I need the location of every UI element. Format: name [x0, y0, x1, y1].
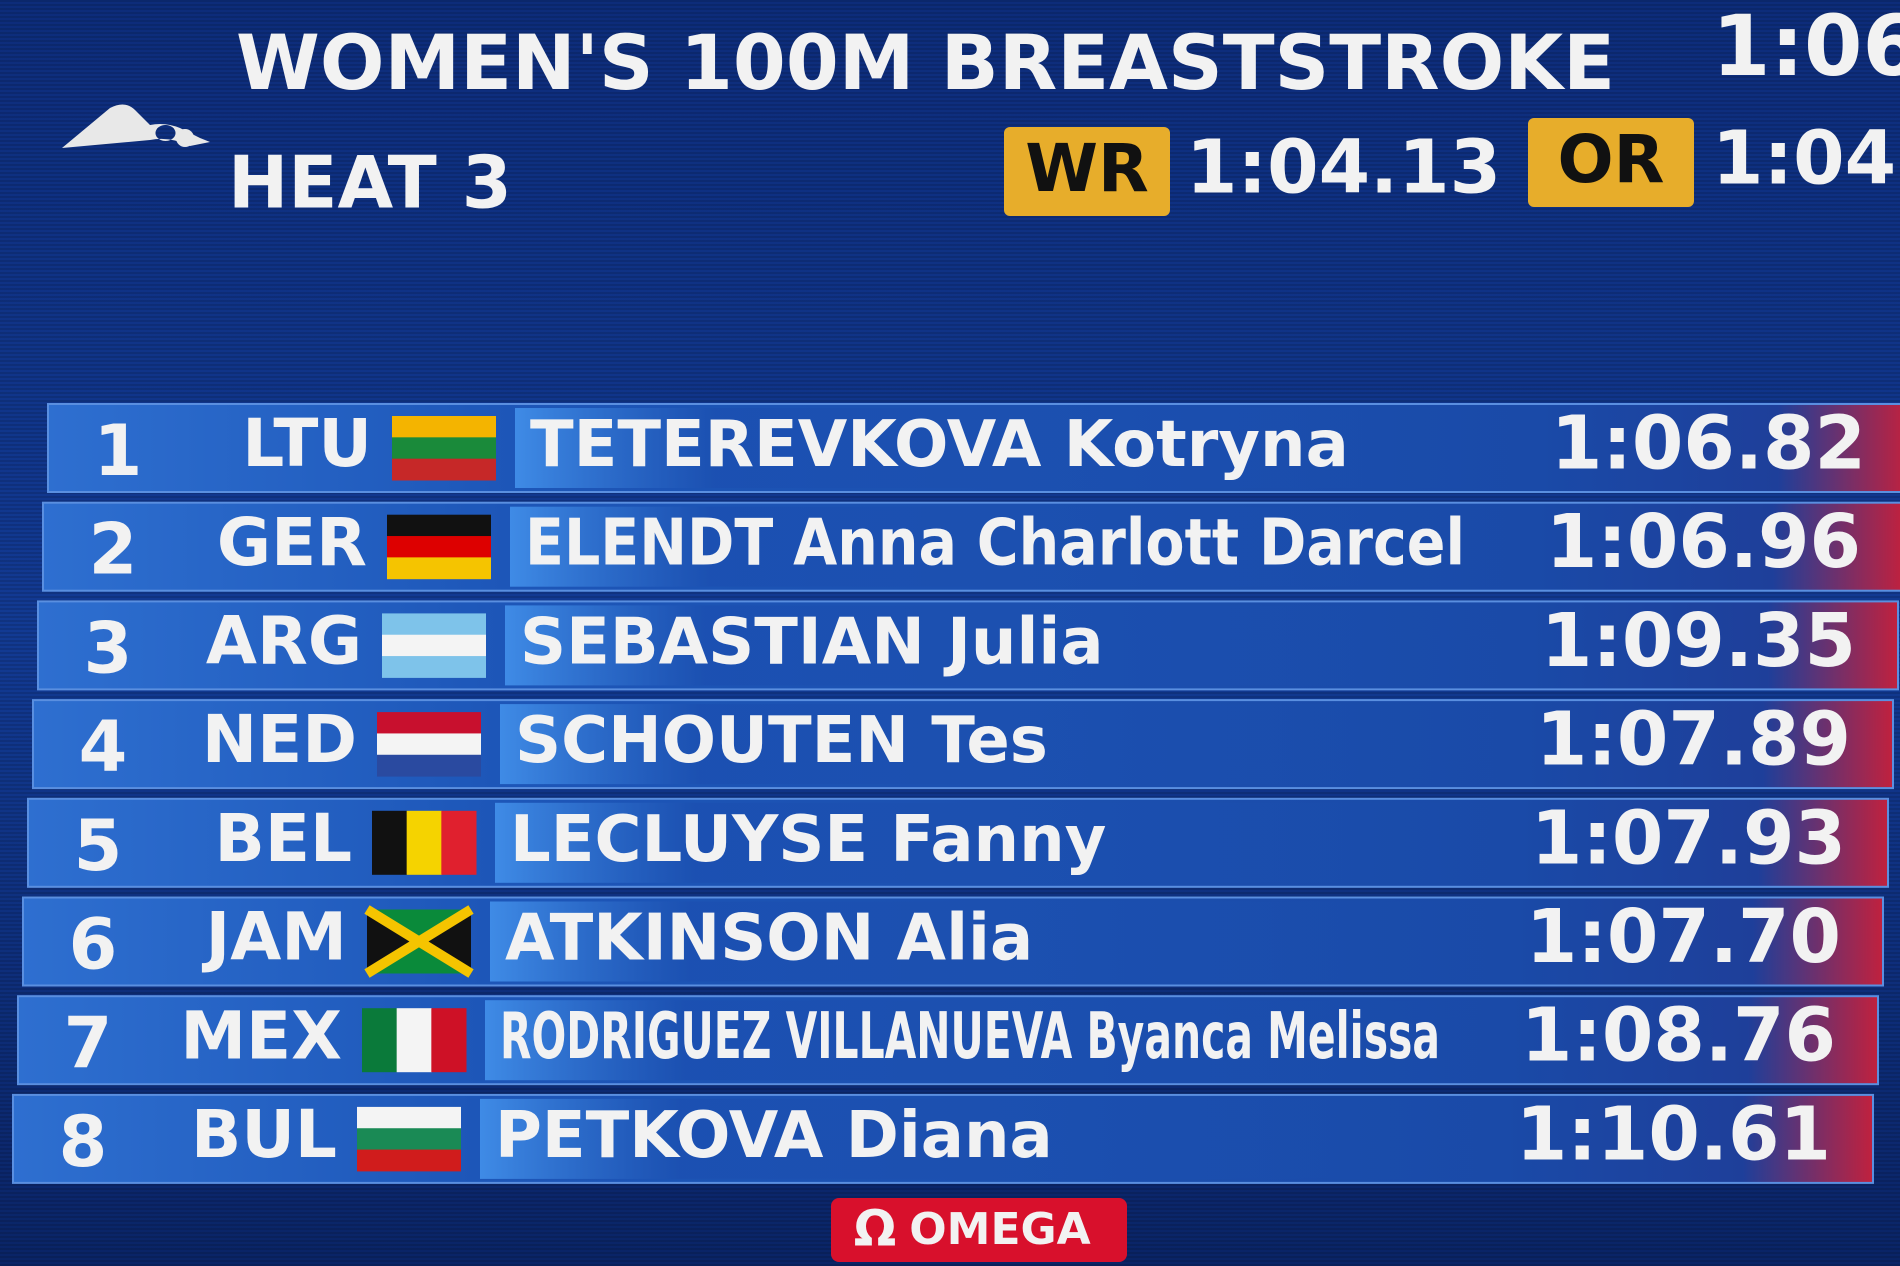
flag-stripe — [382, 634, 486, 657]
flag-stripe — [392, 416, 496, 438]
name-band — [495, 802, 1495, 883]
surname: ATKINSON — [505, 901, 874, 975]
flag-stripe — [396, 1008, 432, 1073]
swimmer-head — [176, 129, 194, 147]
name-band — [480, 1098, 1480, 1179]
given-name: Anna Charlott Darcel — [793, 506, 1465, 580]
athlete-name: TETEREVKOVA Kotryna — [530, 408, 1349, 482]
flag-stripe — [362, 1008, 398, 1073]
country-code: BEL — [215, 800, 352, 877]
record-badge — [1004, 127, 1170, 216]
record-label: OR — [1558, 121, 1665, 198]
given-name: Diana — [846, 1098, 1053, 1172]
record-time: 1:04. — [1712, 116, 1900, 202]
rank: 3 — [84, 607, 133, 689]
flag — [364, 905, 474, 978]
flag-stripe — [372, 810, 408, 875]
surname: ELENDT — [525, 506, 774, 580]
given-name: Tes — [931, 704, 1048, 778]
athlete-name: RODRIGUEZ VILLANUEVA Byanca Melissa — [500, 1000, 1440, 1074]
name-band — [490, 901, 1490, 982]
name-band — [505, 605, 1505, 686]
athlete-name: SCHOUTEN Tes — [515, 704, 1048, 778]
given-name: Julia — [943, 605, 1103, 679]
athlete-name: SEBASTIAN Julia — [520, 605, 1104, 679]
country-code: NED — [202, 701, 357, 778]
record-time: 1:04.13 — [1186, 125, 1501, 211]
surname: LECLUYSE — [510, 802, 868, 876]
rank: 1 — [94, 410, 143, 492]
flag-stripe — [382, 613, 486, 636]
flag-stripe — [377, 733, 481, 756]
time: 1:10.61 — [1516, 1091, 1831, 1177]
name-band — [500, 704, 1500, 785]
flag-stripe — [377, 754, 481, 777]
flag-stripe — [431, 1008, 467, 1073]
heat-label: HEAT 3 — [228, 141, 512, 225]
flag-stripe — [377, 712, 481, 734]
record-label: WR — [1025, 130, 1149, 207]
country-code: BUL — [191, 1096, 337, 1173]
country-code: MEX — [180, 997, 342, 1074]
athlete-name: PETKOVA Diana — [495, 1098, 1053, 1172]
country-code: JAM — [202, 899, 347, 976]
flag-stripe — [382, 656, 486, 678]
surname: PETKOVA — [495, 1098, 824, 1172]
country-code: GER — [217, 504, 367, 581]
flag-stripe — [441, 810, 477, 875]
event-title: WOMEN'S 100M BREASTSTROKE — [236, 18, 1615, 107]
given-name: Byanca Melissa — [1087, 1000, 1440, 1074]
flag-stripe — [357, 1149, 461, 1172]
athlete-name: LECLUYSE Fanny — [510, 802, 1106, 876]
country-code: LTU — [242, 405, 372, 482]
flag — [419, 909, 471, 974]
flag-stripe — [357, 1106, 461, 1129]
time: 1:06.82 — [1551, 401, 1866, 487]
given-name: Alia — [897, 901, 1034, 975]
sponsor-symbol: Ω — [854, 1200, 897, 1258]
flag-stripe — [387, 514, 491, 537]
sponsor-name: OMEGA — [909, 1204, 1090, 1255]
athlete-name: ELENDT Anna Charlott Darcel — [525, 506, 1465, 580]
rank: 5 — [74, 805, 123, 887]
time: 1:06.96 — [1546, 499, 1861, 585]
swimmer-icon — [62, 104, 210, 148]
rank: 7 — [64, 1002, 113, 1084]
flag-stripe — [387, 536, 491, 558]
flag-stripe — [357, 1128, 461, 1151]
time: 1:07.93 — [1531, 795, 1846, 881]
time: 1:09.35 — [1541, 598, 1856, 684]
name-band — [515, 408, 1515, 488]
surname: RODRIGUEZ VILLANUEVA — [500, 1000, 1073, 1074]
surname: SCHOUTEN — [515, 704, 909, 778]
flag-stripe — [392, 437, 496, 460]
rank: 2 — [89, 509, 138, 591]
time: 1:07.89 — [1536, 697, 1851, 783]
record-badge — [1528, 118, 1694, 207]
corner-time: 1:06 — [1712, 0, 1900, 95]
given-name: Fanny — [890, 802, 1106, 876]
given-name: Kotryna — [1064, 408, 1349, 482]
flag — [367, 909, 419, 974]
flag-stripe — [392, 458, 496, 481]
results-table: 1 LTU TETEREVKOVA Kotryna 1:06.82 2 GER ELENDT… — [12, 401, 1900, 1184]
rank: 6 — [69, 904, 118, 986]
name-band — [485, 1000, 1485, 1081]
surname: SEBASTIAN — [520, 605, 925, 679]
flag-stripe — [387, 557, 491, 580]
flag-stripe — [406, 810, 442, 875]
rank: 4 — [79, 706, 128, 788]
sponsor-badge — [831, 1198, 1127, 1262]
time: 1:08.76 — [1521, 993, 1836, 1079]
rank: 8 — [59, 1101, 108, 1183]
athlete-name: ATKINSON Alia — [505, 901, 1033, 975]
name-band — [510, 506, 1510, 587]
country-code: ARG — [206, 602, 362, 679]
surname: TETEREVKOVA — [530, 408, 1042, 482]
time: 1:07.70 — [1526, 894, 1841, 980]
